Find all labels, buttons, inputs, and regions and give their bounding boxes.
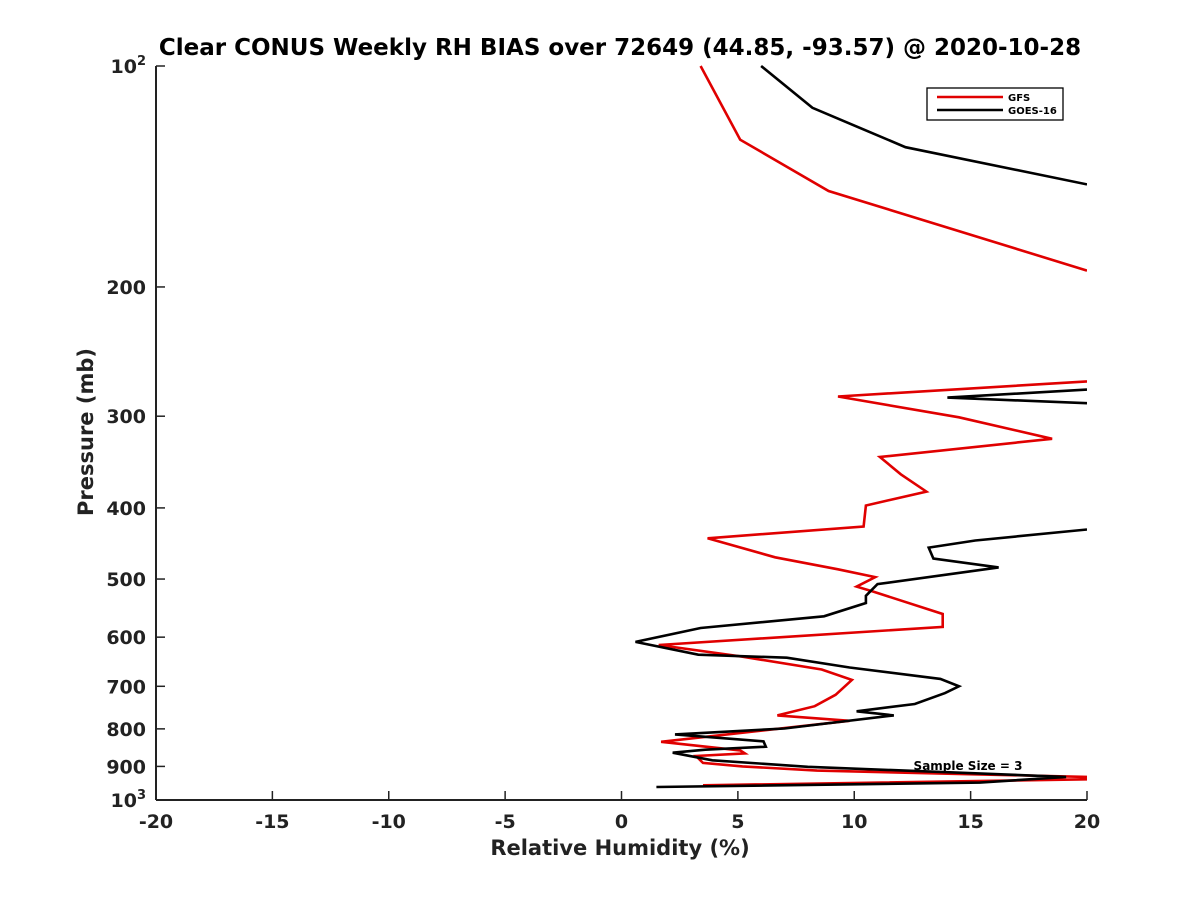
y-tick-label: 500 xyxy=(106,569,146,591)
sample-size-annotation: Sample Size = 3 xyxy=(914,759,1023,773)
legend-label-goes16: GOES-16 xyxy=(1008,106,1057,117)
chart-title: Clear CONUS Weekly RH BIAS over 72649 (4… xyxy=(159,35,1081,61)
x-tick-label: -15 xyxy=(255,811,289,833)
x-tick-label: -5 xyxy=(495,811,516,833)
x-tick-label: -20 xyxy=(139,811,173,833)
x-tick-label: 20 xyxy=(1074,811,1100,833)
y-axis-label: Pressure (mb) xyxy=(74,348,98,516)
series-line-goes16 xyxy=(635,64,1087,789)
legend-label-gfs: GFS xyxy=(1008,93,1030,104)
plot-area xyxy=(635,64,1087,789)
y-tick-label: 200 xyxy=(106,277,146,299)
x-tick-label: 5 xyxy=(731,811,744,833)
y-tick-label: 700 xyxy=(106,676,146,698)
x-tick-label: 10 xyxy=(841,811,867,833)
y-tick-label: 800 xyxy=(106,719,146,741)
x-axis-label: Relative Humidity (%) xyxy=(490,836,749,860)
x-tick-label: -10 xyxy=(372,811,406,833)
x-tick-label: 0 xyxy=(615,811,628,833)
series-layer xyxy=(635,64,1087,789)
y-tick-label: 900 xyxy=(106,756,146,778)
y-tick-label: 600 xyxy=(106,627,146,649)
legend: GFS GOES-16 xyxy=(926,87,1064,121)
x-tick-label: 15 xyxy=(957,811,983,833)
legend-box xyxy=(926,87,1064,121)
y-tick-label: 400 xyxy=(106,498,146,520)
y-tick-label: 300 xyxy=(106,406,146,428)
